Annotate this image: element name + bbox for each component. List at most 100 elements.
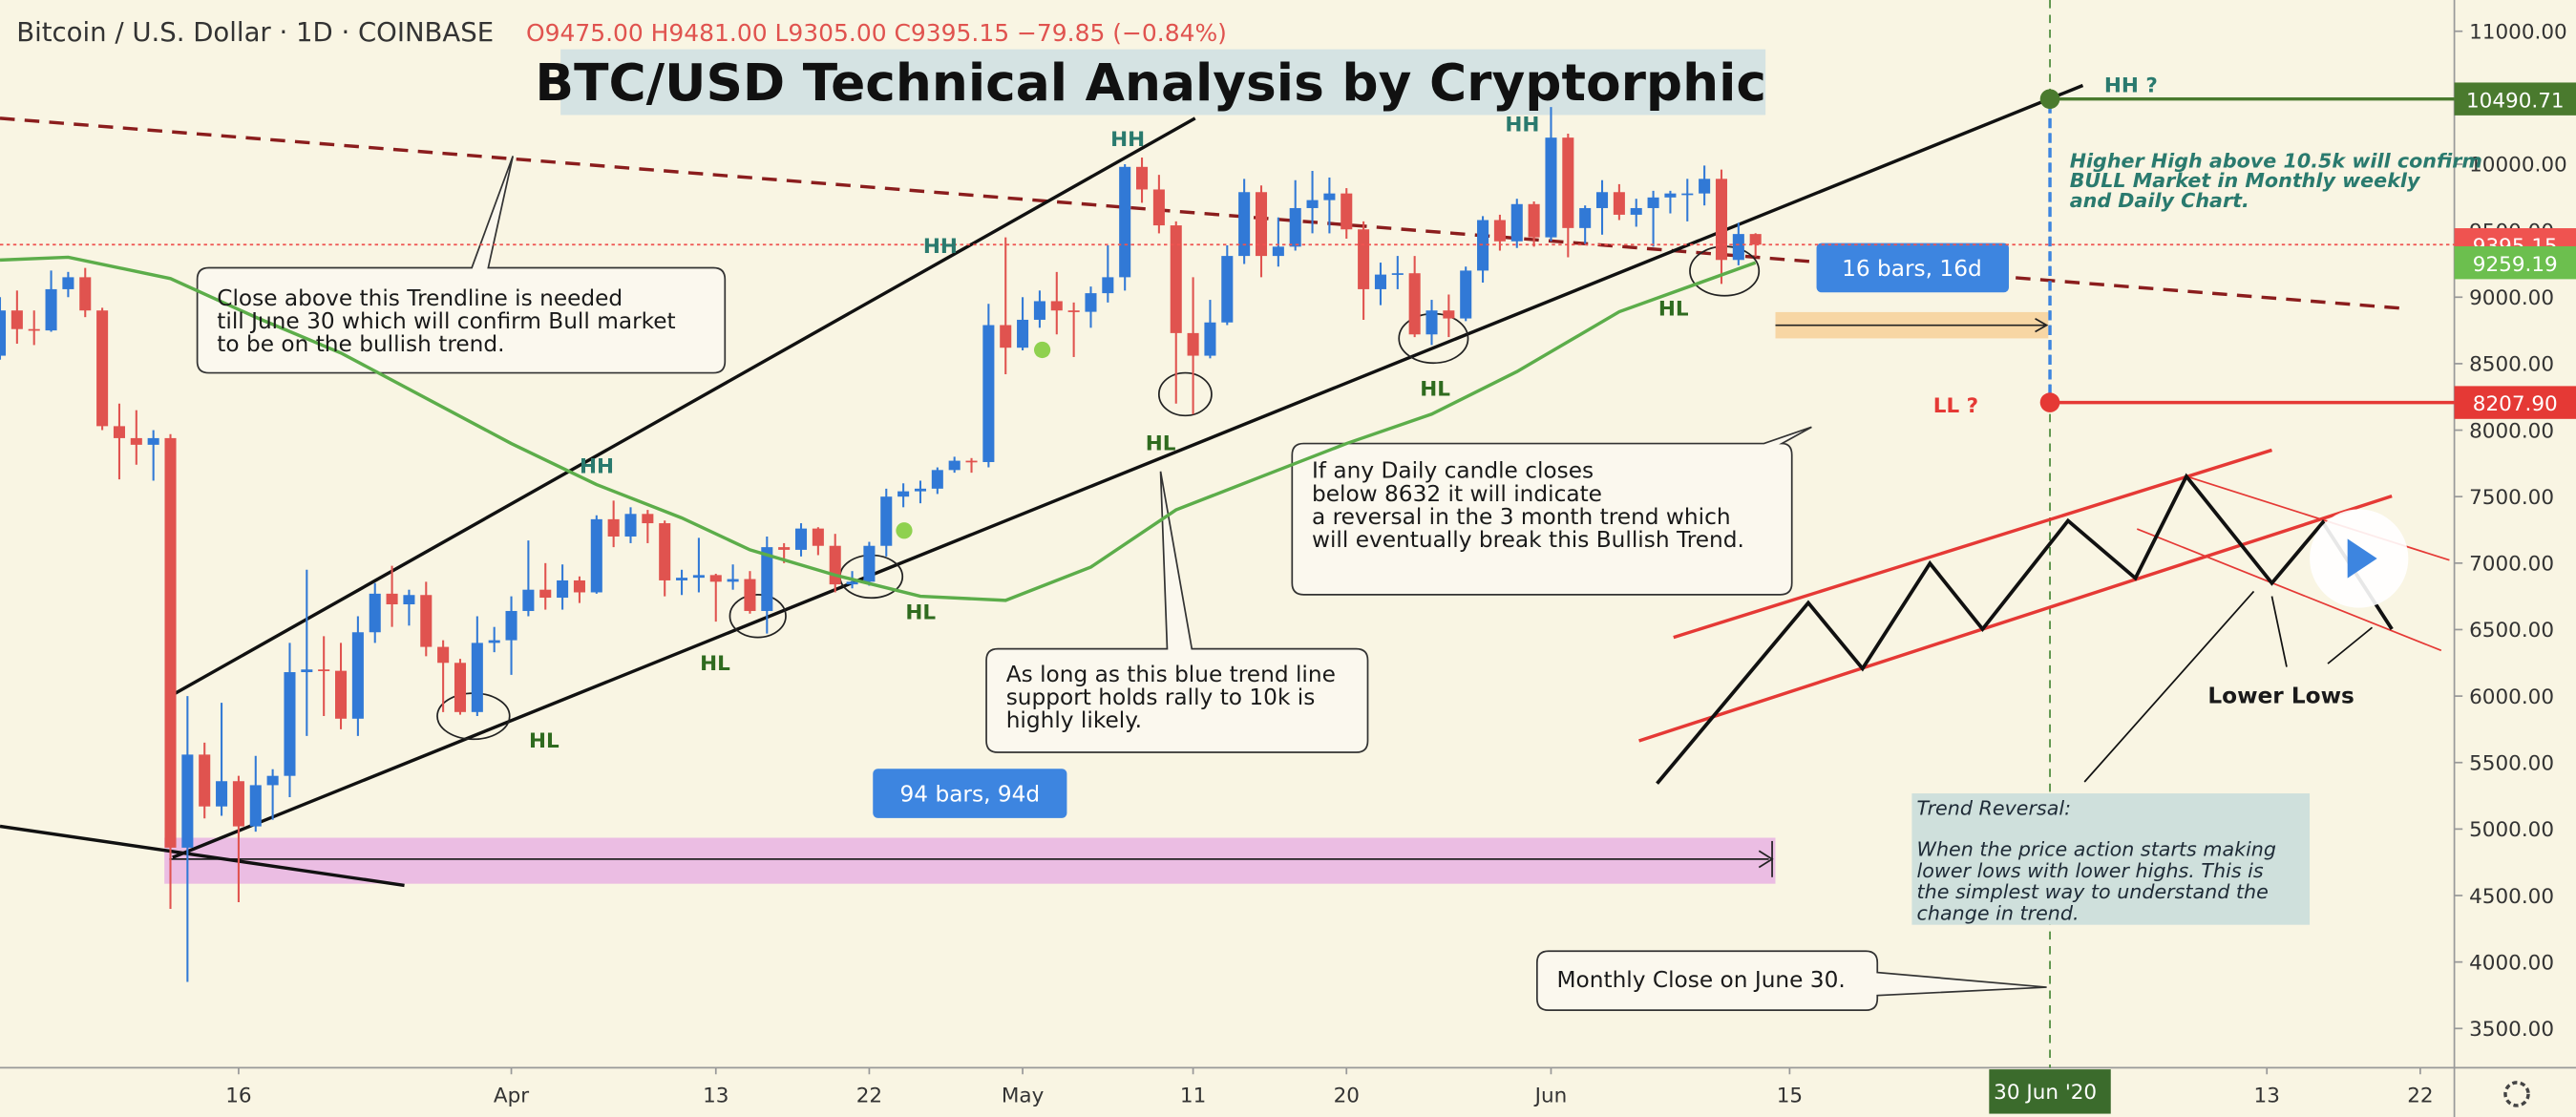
candle-body [199,754,211,807]
candle-body [351,632,364,719]
level-point [2039,89,2060,109]
candle-body [846,581,858,585]
candle-body [914,488,926,492]
candle-body [266,775,279,786]
price-label-box [2454,82,2576,116]
candle-body [659,523,671,580]
x-tick-label: 13 [703,1085,728,1108]
candle-body [965,460,978,463]
candle-body [1579,207,1592,228]
annotation-line: Trend Reversal: [1917,796,2072,819]
candle-body [386,593,398,605]
price-label: 9259.19 [2473,253,2558,277]
candle-body [1749,234,1762,245]
annotation-line: BULL Market in Monthly weekly [2070,169,2421,192]
x-tick-label: 20 [1334,1085,1360,1108]
candle-body [488,640,500,643]
annotation-line: till June 30 which will confirm Bull mar… [217,308,675,334]
trendline [0,824,405,888]
chart-title: BTC/USD Technical Analysis by Cryptorphi… [535,53,1766,113]
candle-body [1391,273,1404,275]
y-tick-label: 6500.00 [2469,619,2554,643]
candle-body [590,518,602,593]
bars-label-box [1816,242,2009,293]
ellipse [728,593,787,639]
x-tick-label: Apr [494,1085,529,1108]
candle-body [1221,256,1234,323]
x-tick-label: May [1002,1085,1045,1108]
hh-question: HH ? [2104,74,2158,97]
annotation-line: If any Daily candle closes [1312,458,1594,484]
candle-body [812,528,824,546]
candle-body [1613,192,1625,215]
candle-body [28,328,40,331]
ellipse [1157,371,1213,417]
candle-body [505,610,517,641]
lower-lows: Lower Lows [2207,683,2354,708]
candle-body [79,277,92,311]
candle-body [709,575,722,582]
annotation: Monthly Close on June 30. [1557,967,1846,993]
candle-body [1460,270,1472,319]
candle-body [301,669,313,673]
candle-body [1119,166,1131,278]
x-tick-label: Jun [1533,1085,1568,1108]
candle-body [0,310,7,356]
y-tick-label: 10000.00 [2469,154,2567,178]
y-tick-label: 7000.00 [2469,553,2554,577]
settings-icon[interactable] [2503,1081,2530,1107]
candle-body [982,325,995,462]
candle-body [1050,301,1063,311]
y-tick-label: 8500.00 [2469,353,2554,377]
candle-body [1545,137,1557,238]
candle-body [539,589,552,599]
y-tick-label: 7500.00 [2469,486,2554,510]
x-tick-label: 11 [1180,1085,1206,1108]
candle-body [931,470,943,489]
candle-body [1374,274,1386,289]
candle-body [62,277,74,289]
candle-body [147,437,159,445]
pointer-arrow [2327,626,2374,664]
candle-body [1510,203,1523,242]
price-label: 8207.90 [2473,392,2558,416]
marks [0,107,1762,982]
candle-body [1170,225,1182,333]
candle-body [11,310,23,329]
candle-body [1272,246,1284,257]
candle-body [1152,189,1165,226]
red-line [2136,528,2442,652]
candle-body [1102,277,1114,294]
bars-label: 16 bars, 16d [1842,256,1982,282]
ll-question: LL ? [1933,394,1978,418]
candle-body [778,547,791,550]
candle-body [1187,332,1199,356]
candle-body [1017,319,1029,348]
price-label-box [2454,386,2576,419]
channel-upper [171,116,1196,697]
candle-body [573,580,585,593]
candle-body [130,437,142,445]
candle-body [1085,293,1097,312]
play-icon[interactable] [2347,538,2377,579]
candle-body [216,781,228,807]
y-tick-label: 9000.00 [2469,286,2554,310]
candle-body [744,579,756,611]
callout [196,156,727,374]
candle-body [369,593,381,633]
candle-body [96,310,109,427]
candle-body [437,646,450,664]
annotation-line: and Daily Chart. [2070,189,2249,212]
candle-body [232,781,244,827]
moving-average [0,255,1757,602]
price-label-box [2454,245,2576,280]
hl-label: HL [700,652,730,676]
candle-body [897,491,910,497]
candle-body [761,547,773,611]
candle-body [863,545,876,582]
candle-body [794,528,808,550]
candle-body [1493,220,1506,242]
candle-body [420,595,433,647]
